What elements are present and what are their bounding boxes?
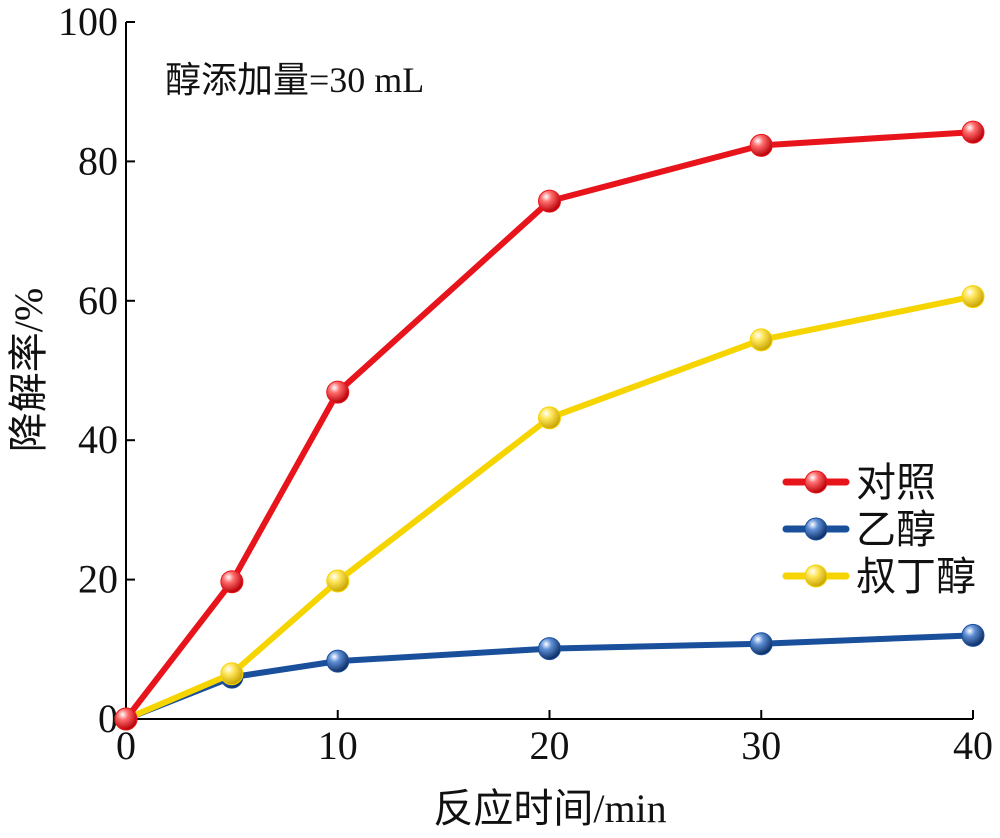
- data-point: [961, 285, 985, 309]
- data-point: [326, 649, 350, 673]
- x-tick-label: 10: [318, 723, 358, 768]
- data-point: [961, 623, 985, 647]
- legend-label: 叔丁醇: [856, 554, 976, 599]
- data-point: [538, 406, 561, 430]
- legend-label: 乙醇: [856, 507, 936, 552]
- x-axis-label: 反应时间/min: [433, 786, 666, 831]
- x-tick-label: 0: [116, 723, 136, 768]
- y-tick-label: 20: [78, 557, 118, 602]
- y-tick-label: 0: [98, 696, 118, 741]
- series-line: [123, 293, 976, 722]
- x-tick-label: 20: [530, 723, 570, 768]
- legend-label: 对照: [856, 460, 936, 505]
- data-point: [749, 632, 773, 656]
- data-point: [220, 662, 244, 686]
- data-point: [114, 707, 138, 731]
- legend-swatch-marker: [804, 564, 828, 588]
- data-point: [326, 380, 350, 404]
- y-tick-label: 40: [78, 417, 118, 462]
- series-layer: [114, 120, 985, 731]
- y-axis-label: 降解率/%: [6, 288, 51, 452]
- legend-swatch-marker: [804, 517, 828, 541]
- data-point: [538, 189, 561, 213]
- ticks-layer: 0 10 20 30 40 0 20 40 60 80 100: [58, 0, 993, 768]
- legend-swatch-marker: [804, 470, 828, 494]
- data-point: [961, 120, 985, 144]
- data-point: [749, 133, 773, 157]
- data-point: [749, 328, 773, 352]
- data-point: [220, 570, 244, 594]
- data-point: [326, 569, 350, 593]
- y-tick-label: 80: [78, 138, 118, 183]
- y-tick-label: 100: [58, 0, 118, 44]
- data-point: [538, 637, 561, 661]
- x-tick-label: 40: [953, 723, 993, 768]
- chart-annotation: 醇添加量=30 mL: [165, 60, 424, 100]
- series-line: [123, 129, 976, 722]
- y-tick-label: 60: [78, 278, 118, 323]
- x-tick-label: 30: [741, 723, 781, 768]
